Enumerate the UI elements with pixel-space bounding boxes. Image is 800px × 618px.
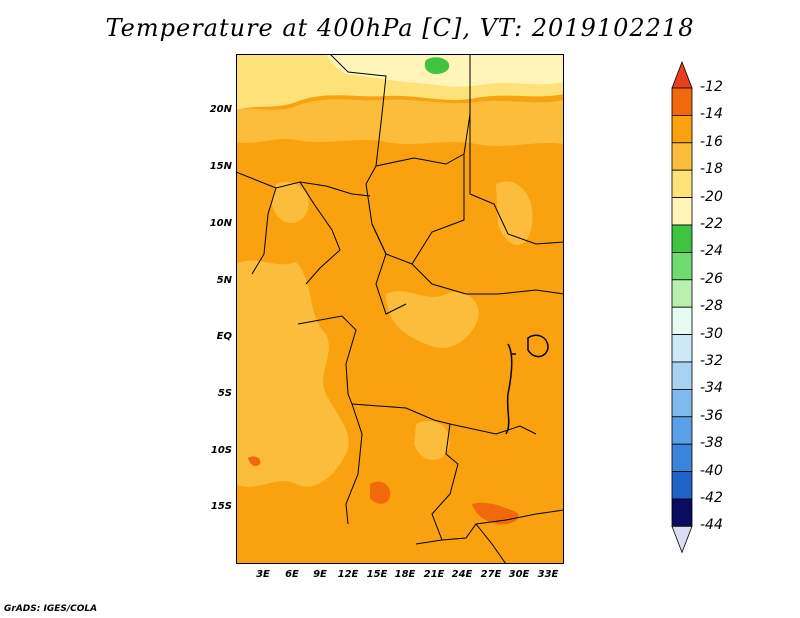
colorbar-box: [671, 471, 693, 500]
colorbar-box: [671, 169, 693, 198]
lat-label-10n: 10N: [209, 218, 232, 229]
lon-label-24e: 24E: [451, 569, 473, 580]
colorbar-box: [671, 197, 693, 226]
colorbar-label: -16: [700, 133, 723, 150]
lon-label-33e: 33E: [537, 569, 559, 580]
credit-text: GrADS: IGES/COLA: [4, 604, 98, 614]
colorbar-box: [671, 443, 693, 473]
lon-label-18e: 18E: [394, 569, 416, 580]
map-title: Temperature at 400hPa [C], VT: 201910221…: [105, 14, 695, 42]
colorbar-label: -44: [700, 517, 723, 534]
colorbar-box: [671, 498, 693, 527]
colorbar-label: -32: [700, 353, 723, 369]
lon-label-3e: 3E: [256, 569, 270, 580]
colorbar-label: -36: [700, 407, 723, 424]
colorbar-label: -26: [700, 270, 723, 287]
colorbar-label: -34: [700, 380, 723, 397]
colorbar-bottom-arrow: [671, 526, 693, 554]
colorbar-box: [671, 388, 693, 418]
lat-label-5n: 5N: [216, 275, 232, 286]
lon-label-15e: 15E: [366, 569, 388, 580]
lon-label-12e: 12E: [337, 569, 359, 580]
colorbar-box: [671, 87, 693, 116]
colorbar-box: [671, 306, 693, 335]
field-green-patch: [424, 57, 450, 74]
colorbar-label: -24: [700, 243, 723, 260]
colorbar-label: -38: [700, 435, 723, 452]
field-warm-patch-1: [370, 481, 391, 504]
colorbar-label: -14: [700, 106, 723, 123]
temperature-map: [236, 54, 564, 564]
field-west-light: [236, 260, 349, 487]
lat-label-15n: 15N: [209, 161, 232, 172]
colorbar-box: [671, 115, 693, 144]
lon-label-27e: 27E: [480, 569, 502, 580]
colorbar-label: -20: [700, 188, 723, 205]
lat-label-eq: EQ: [216, 331, 232, 342]
colorbar-label: -42: [700, 490, 723, 506]
lat-label-20n: 20N: [209, 104, 232, 115]
colorbar-label: -40: [700, 462, 723, 479]
field-warm-patch-2: [472, 502, 519, 525]
colorbar-label: -28: [700, 298, 723, 315]
map-frame: [236, 54, 564, 564]
colorbar: [671, 60, 693, 554]
field-band-light-orange-1: [236, 99, 564, 146]
colorbar-box: [671, 279, 693, 308]
field-central-light-3: [414, 420, 450, 461]
colorbar-label: -18: [700, 161, 723, 178]
field-central-light-2: [272, 182, 309, 224]
colorbar-box: [671, 142, 693, 171]
lat-label-5s: 5S: [217, 388, 232, 399]
lon-label-9e: 9E: [313, 569, 327, 580]
field-east-light: [496, 181, 533, 246]
lon-label-6e: 6E: [285, 569, 299, 580]
colorbar-box: [671, 361, 693, 390]
field-central-light-1: [386, 291, 479, 348]
colorbar-box: [671, 334, 693, 363]
field-warm-patch-3: [248, 456, 261, 466]
colorbar-box: [671, 224, 693, 253]
colorbar-box: [671, 251, 693, 281]
lat-label-10s: 10S: [210, 445, 232, 456]
lat-label-15s: 15S: [210, 501, 232, 512]
colorbar-top-arrow: [671, 60, 693, 89]
colorbar-label: -22: [700, 216, 723, 232]
lakes: [505, 334, 549, 435]
colorbar-label: -12: [700, 79, 723, 95]
colorbar-label: -30: [700, 325, 723, 342]
lon-label-30e: 30E: [508, 569, 530, 580]
colorbar-box: [671, 416, 693, 445]
lon-label-21e: 21E: [423, 569, 445, 580]
